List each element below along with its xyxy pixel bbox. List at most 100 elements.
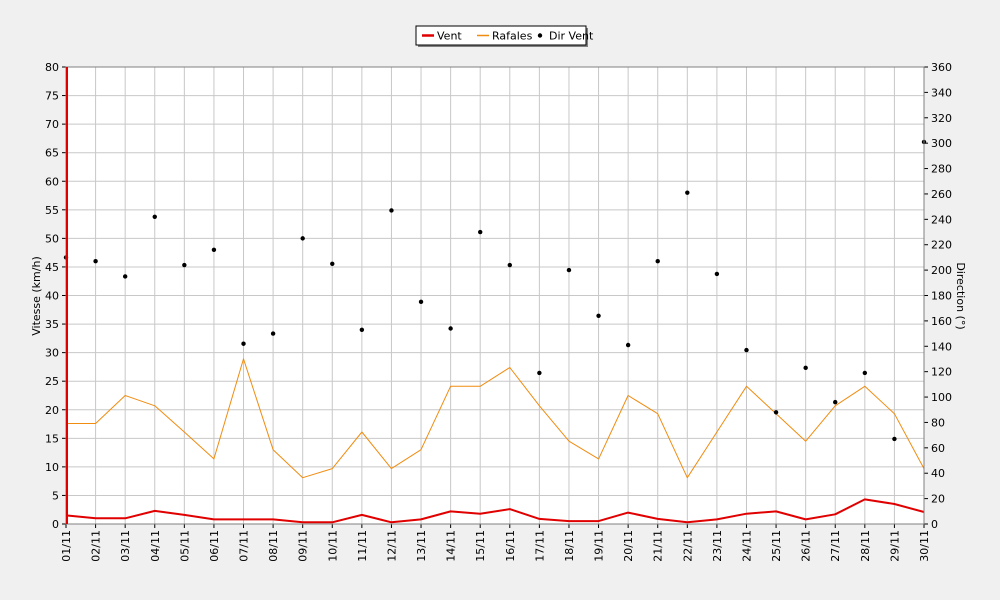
x-tick-label: 17/11 xyxy=(533,530,546,562)
data-point xyxy=(657,518,659,520)
data-point xyxy=(241,341,246,346)
data-point xyxy=(893,413,895,415)
data-point xyxy=(359,327,365,332)
legend: Vent Rafales Dir Vent xyxy=(415,25,594,47)
data-point xyxy=(864,498,866,500)
x-tick-label: 09/11 xyxy=(297,530,310,562)
x-tick-label: 06/11 xyxy=(208,530,221,562)
y-axis-label: Vitesse (km/h) xyxy=(30,256,43,336)
x-tick-label: 23/11 xyxy=(711,530,724,562)
data-point xyxy=(272,518,274,520)
y-tick-label: 50 xyxy=(45,232,59,245)
y-tick-label: 30 xyxy=(45,347,59,360)
data-point xyxy=(390,521,392,523)
series-vent xyxy=(65,498,925,524)
data-point xyxy=(655,259,660,264)
data-point xyxy=(183,431,185,433)
data-point xyxy=(242,518,244,520)
y-tick-label: 75 xyxy=(45,90,59,103)
data-point xyxy=(597,520,599,522)
data-point xyxy=(478,229,483,235)
data-point xyxy=(479,513,481,515)
data-point xyxy=(330,261,335,266)
data-point xyxy=(716,431,718,433)
data-point xyxy=(93,259,98,264)
legend-label: Dir Vent xyxy=(549,30,594,43)
data-point xyxy=(361,514,363,516)
data-point xyxy=(804,440,806,442)
series-rafales xyxy=(66,358,925,479)
x-tick-label: 13/11 xyxy=(415,530,428,562)
y2-tick-label: 360 xyxy=(931,61,952,74)
y2-tick-label: 240 xyxy=(931,213,952,226)
y-tick-label: 15 xyxy=(45,432,59,445)
data-point xyxy=(625,342,631,348)
data-point xyxy=(773,410,779,415)
series-layer xyxy=(63,139,927,524)
legend-swatch xyxy=(537,33,543,38)
x-tick-label: 02/11 xyxy=(90,530,103,562)
data-point xyxy=(834,513,836,515)
data-point xyxy=(449,510,451,512)
y2-tick-label: 120 xyxy=(931,366,952,379)
y2-tick-label: 220 xyxy=(931,239,952,252)
x-tick-label: 08/11 xyxy=(267,530,280,562)
y2-tick-label: 160 xyxy=(931,315,952,328)
y2-tick-label: 320 xyxy=(931,112,952,125)
data-point xyxy=(716,518,718,520)
data-point xyxy=(94,422,96,424)
y2-tick-label: 180 xyxy=(931,290,952,303)
x-tick-label: 18/11 xyxy=(563,530,576,562)
y-tick-label: 5 xyxy=(52,489,59,502)
x-tick-label: 26/11 xyxy=(800,530,813,562)
data-point xyxy=(596,313,601,319)
y2-axis-label: Direction (°) xyxy=(954,262,967,329)
data-point xyxy=(420,518,422,520)
data-point xyxy=(893,503,895,505)
data-point xyxy=(509,508,511,510)
y-tick-label: 0 xyxy=(52,518,59,531)
data-point xyxy=(507,262,512,268)
data-point xyxy=(301,521,303,523)
data-point xyxy=(213,458,215,460)
x-tick-label: 11/11 xyxy=(356,530,369,562)
data-point xyxy=(300,236,305,241)
y2-tick-label: 20 xyxy=(931,493,945,506)
x-tick-label: 04/11 xyxy=(149,530,162,562)
data-point xyxy=(657,413,659,415)
legend-box xyxy=(415,25,587,46)
data-point xyxy=(361,431,363,433)
y2-tick-label: 40 xyxy=(931,467,945,480)
y2-tick-label: 200 xyxy=(931,264,952,277)
series-line xyxy=(65,498,925,524)
x-tick-label: 15/11 xyxy=(474,530,487,562)
data-point xyxy=(124,394,126,396)
data-point xyxy=(862,370,868,376)
data-point xyxy=(714,271,720,277)
data-point xyxy=(272,449,274,451)
data-point xyxy=(627,394,629,396)
x-tick-label: 10/11 xyxy=(326,530,339,562)
x-tick-label: 16/11 xyxy=(504,530,517,562)
y2-tick-label: 80 xyxy=(931,416,945,429)
data-point xyxy=(211,247,217,252)
data-point xyxy=(154,510,156,512)
data-point xyxy=(213,518,215,520)
y2-tick-label: 300 xyxy=(931,137,952,150)
x-tick-label: 03/11 xyxy=(119,530,132,562)
data-point xyxy=(270,331,276,336)
data-point xyxy=(122,274,128,279)
data-point xyxy=(833,399,838,405)
data-point xyxy=(627,511,629,513)
y-tick-label: 20 xyxy=(45,404,59,417)
y2-tick-label: 280 xyxy=(931,163,952,176)
series-dir-vent xyxy=(63,139,927,442)
y-tick-label: 70 xyxy=(45,118,59,131)
data-point xyxy=(124,517,126,519)
data-point xyxy=(509,366,511,368)
data-point xyxy=(686,477,688,479)
data-point xyxy=(183,514,185,516)
x-tick-label: 30/11 xyxy=(918,530,931,562)
